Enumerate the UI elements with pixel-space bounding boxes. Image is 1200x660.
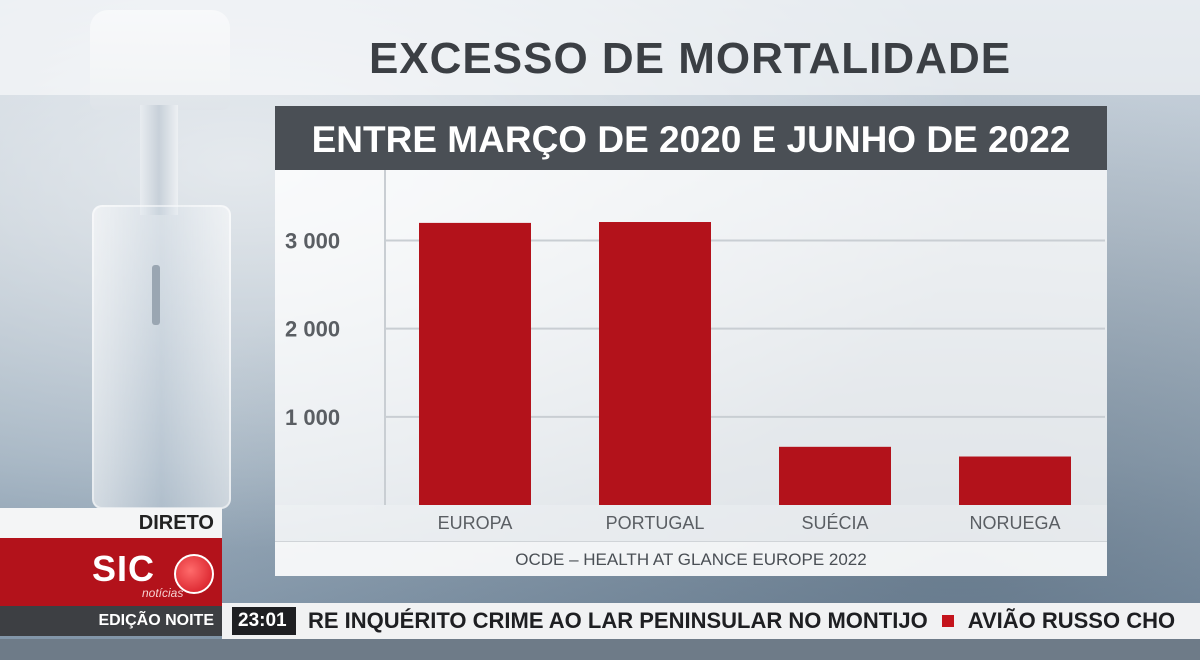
iv-drip-tip-image (152, 265, 160, 325)
x-tick-label: EUROPA (438, 513, 513, 533)
subtitle-box: ENTRE MARÇO DE 2020 E JUNHO DE 2022 (275, 106, 1107, 170)
chart-subtitle: ENTRE MARÇO DE 2020 E JUNHO DE 2022 (311, 119, 1071, 160)
ticker-headlines: RE INQUÉRITO CRIME AO LAR PENINSULAR NO … (308, 608, 1175, 634)
category-strip: EUROPA PORTUGAL SUÉCIA NORUEGA (275, 505, 1107, 541)
channel-subname: notícias (142, 586, 184, 600)
program-name: EDIÇÃO NOITE (98, 612, 214, 629)
channel-logo: SIC notícias (0, 538, 222, 606)
bar-suécia (779, 446, 891, 505)
x-tick-label: SUÉCIA (801, 513, 868, 533)
y-tick-label: 3 000 (285, 229, 340, 254)
source-strip: OCDE – HEALTH AT GLANCE EUROPE 2022 (275, 541, 1107, 576)
category-labels: EUROPA PORTUGAL SUÉCIA NORUEGA (438, 513, 1061, 533)
program-badge: EDIÇÃO NOITE (0, 606, 222, 636)
clock: 23:01 (232, 607, 296, 635)
ticker-bullet-icon (941, 615, 954, 628)
x-tick-label: NORUEGA (969, 513, 1060, 533)
chart-source: OCDE – HEALTH AT GLANCE EUROPE 2022 (515, 550, 867, 569)
iv-connector-image (140, 105, 178, 215)
live-label: DIRETO (138, 512, 214, 534)
bar-portugal (599, 222, 711, 505)
ticker-headline-2: AVIÃO RUSSO CHO (967, 608, 1176, 633)
bar-noruega (959, 456, 1071, 505)
plot-area: 1 000 2 000 3 000 (275, 170, 1107, 505)
iv-drip-chamber-image (92, 205, 231, 509)
globe-icon (174, 554, 214, 594)
news-ticker: 23:01 RE INQUÉRITO CRIME AO LAR PENINSUL… (222, 603, 1200, 639)
y-tick-label: 2 000 (285, 317, 340, 342)
live-badge: DIRETO (0, 508, 222, 538)
chart-title: EXCESSO DE MORTALIDADE (368, 34, 1012, 83)
bottom-bar (0, 639, 1200, 660)
y-tick-label: 1 000 (285, 405, 340, 430)
bar-chart: 1 000 2 000 3 000 (285, 170, 1105, 505)
x-tick-label: PORTUGAL (606, 513, 705, 533)
ticker-headline-1: RE INQUÉRITO CRIME AO LAR PENINSULAR NO … (308, 608, 928, 633)
clock-time: 23:01 (238, 610, 287, 631)
channel-name: SIC (92, 548, 156, 589)
bar-europa (419, 222, 531, 505)
title-band (0, 0, 1200, 95)
